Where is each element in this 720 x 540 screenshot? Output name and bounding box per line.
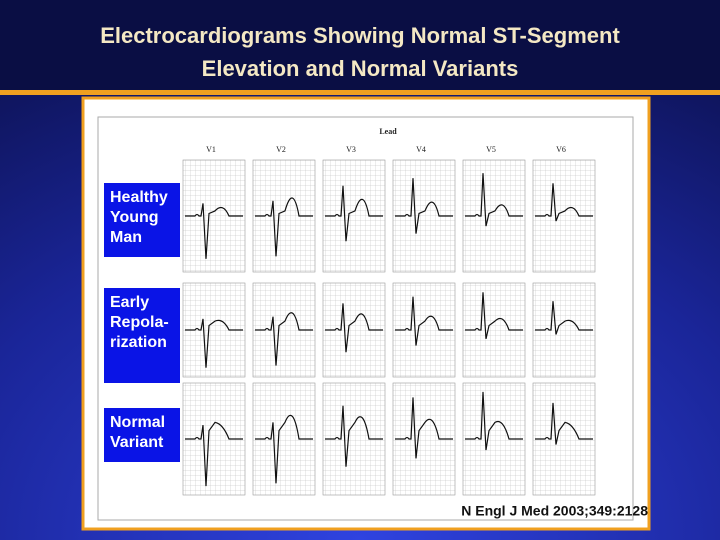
lead-label: V1 [206, 145, 216, 154]
ecg-trace [185, 203, 243, 259]
lead-label: V2 [276, 145, 286, 154]
row-label: rization [110, 334, 167, 351]
ecg-trace [255, 414, 313, 484]
ecg-trace [255, 197, 313, 257]
ecg-trace [185, 318, 243, 368]
ecg-trace [465, 173, 523, 227]
citation: N Engl J Med 2003;349:2128 [461, 503, 648, 519]
ecg-trace [325, 185, 383, 242]
title-line: Elevation and Normal Variants [202, 56, 519, 81]
ecg-grid: V1 V2 V3 V4 V5 V6 Healthy Young Man Early Repola-r… [104, 145, 596, 496]
row-label: Young [110, 209, 159, 226]
row-label: Repola- [110, 314, 169, 331]
lead-label: V5 [486, 145, 496, 154]
ecg-trace [395, 397, 453, 459]
ecg-trace [535, 402, 593, 445]
ecg-trace [465, 391, 523, 451]
row-label-box [104, 408, 180, 462]
ecg-trace [395, 178, 453, 234]
row-label: Early [110, 294, 149, 311]
ecg-trace [325, 405, 383, 467]
row-label: Man [110, 229, 142, 246]
ecg-trace [465, 292, 523, 340]
row-label: Variant [110, 434, 164, 451]
ecg-trace [395, 296, 453, 346]
lead-label: V3 [346, 145, 356, 154]
ecg-trace [325, 303, 383, 353]
title-line: Electrocardiograms Showing Normal ST-Seg… [100, 23, 620, 48]
lead-label: V4 [416, 145, 426, 154]
row-label: Healthy [110, 189, 168, 206]
ecg-trace [185, 421, 243, 487]
ecg-trace [255, 312, 313, 366]
row-label-box [104, 288, 180, 383]
lead-heading: Lead [379, 127, 397, 136]
row-label-box [104, 183, 180, 257]
lead-label: V6 [556, 145, 566, 154]
row-label: Normal [110, 414, 165, 431]
title-bar [0, 0, 720, 90]
ecg-trace [535, 301, 593, 335]
title-rule [0, 90, 720, 95]
ecg-trace [535, 183, 593, 222]
